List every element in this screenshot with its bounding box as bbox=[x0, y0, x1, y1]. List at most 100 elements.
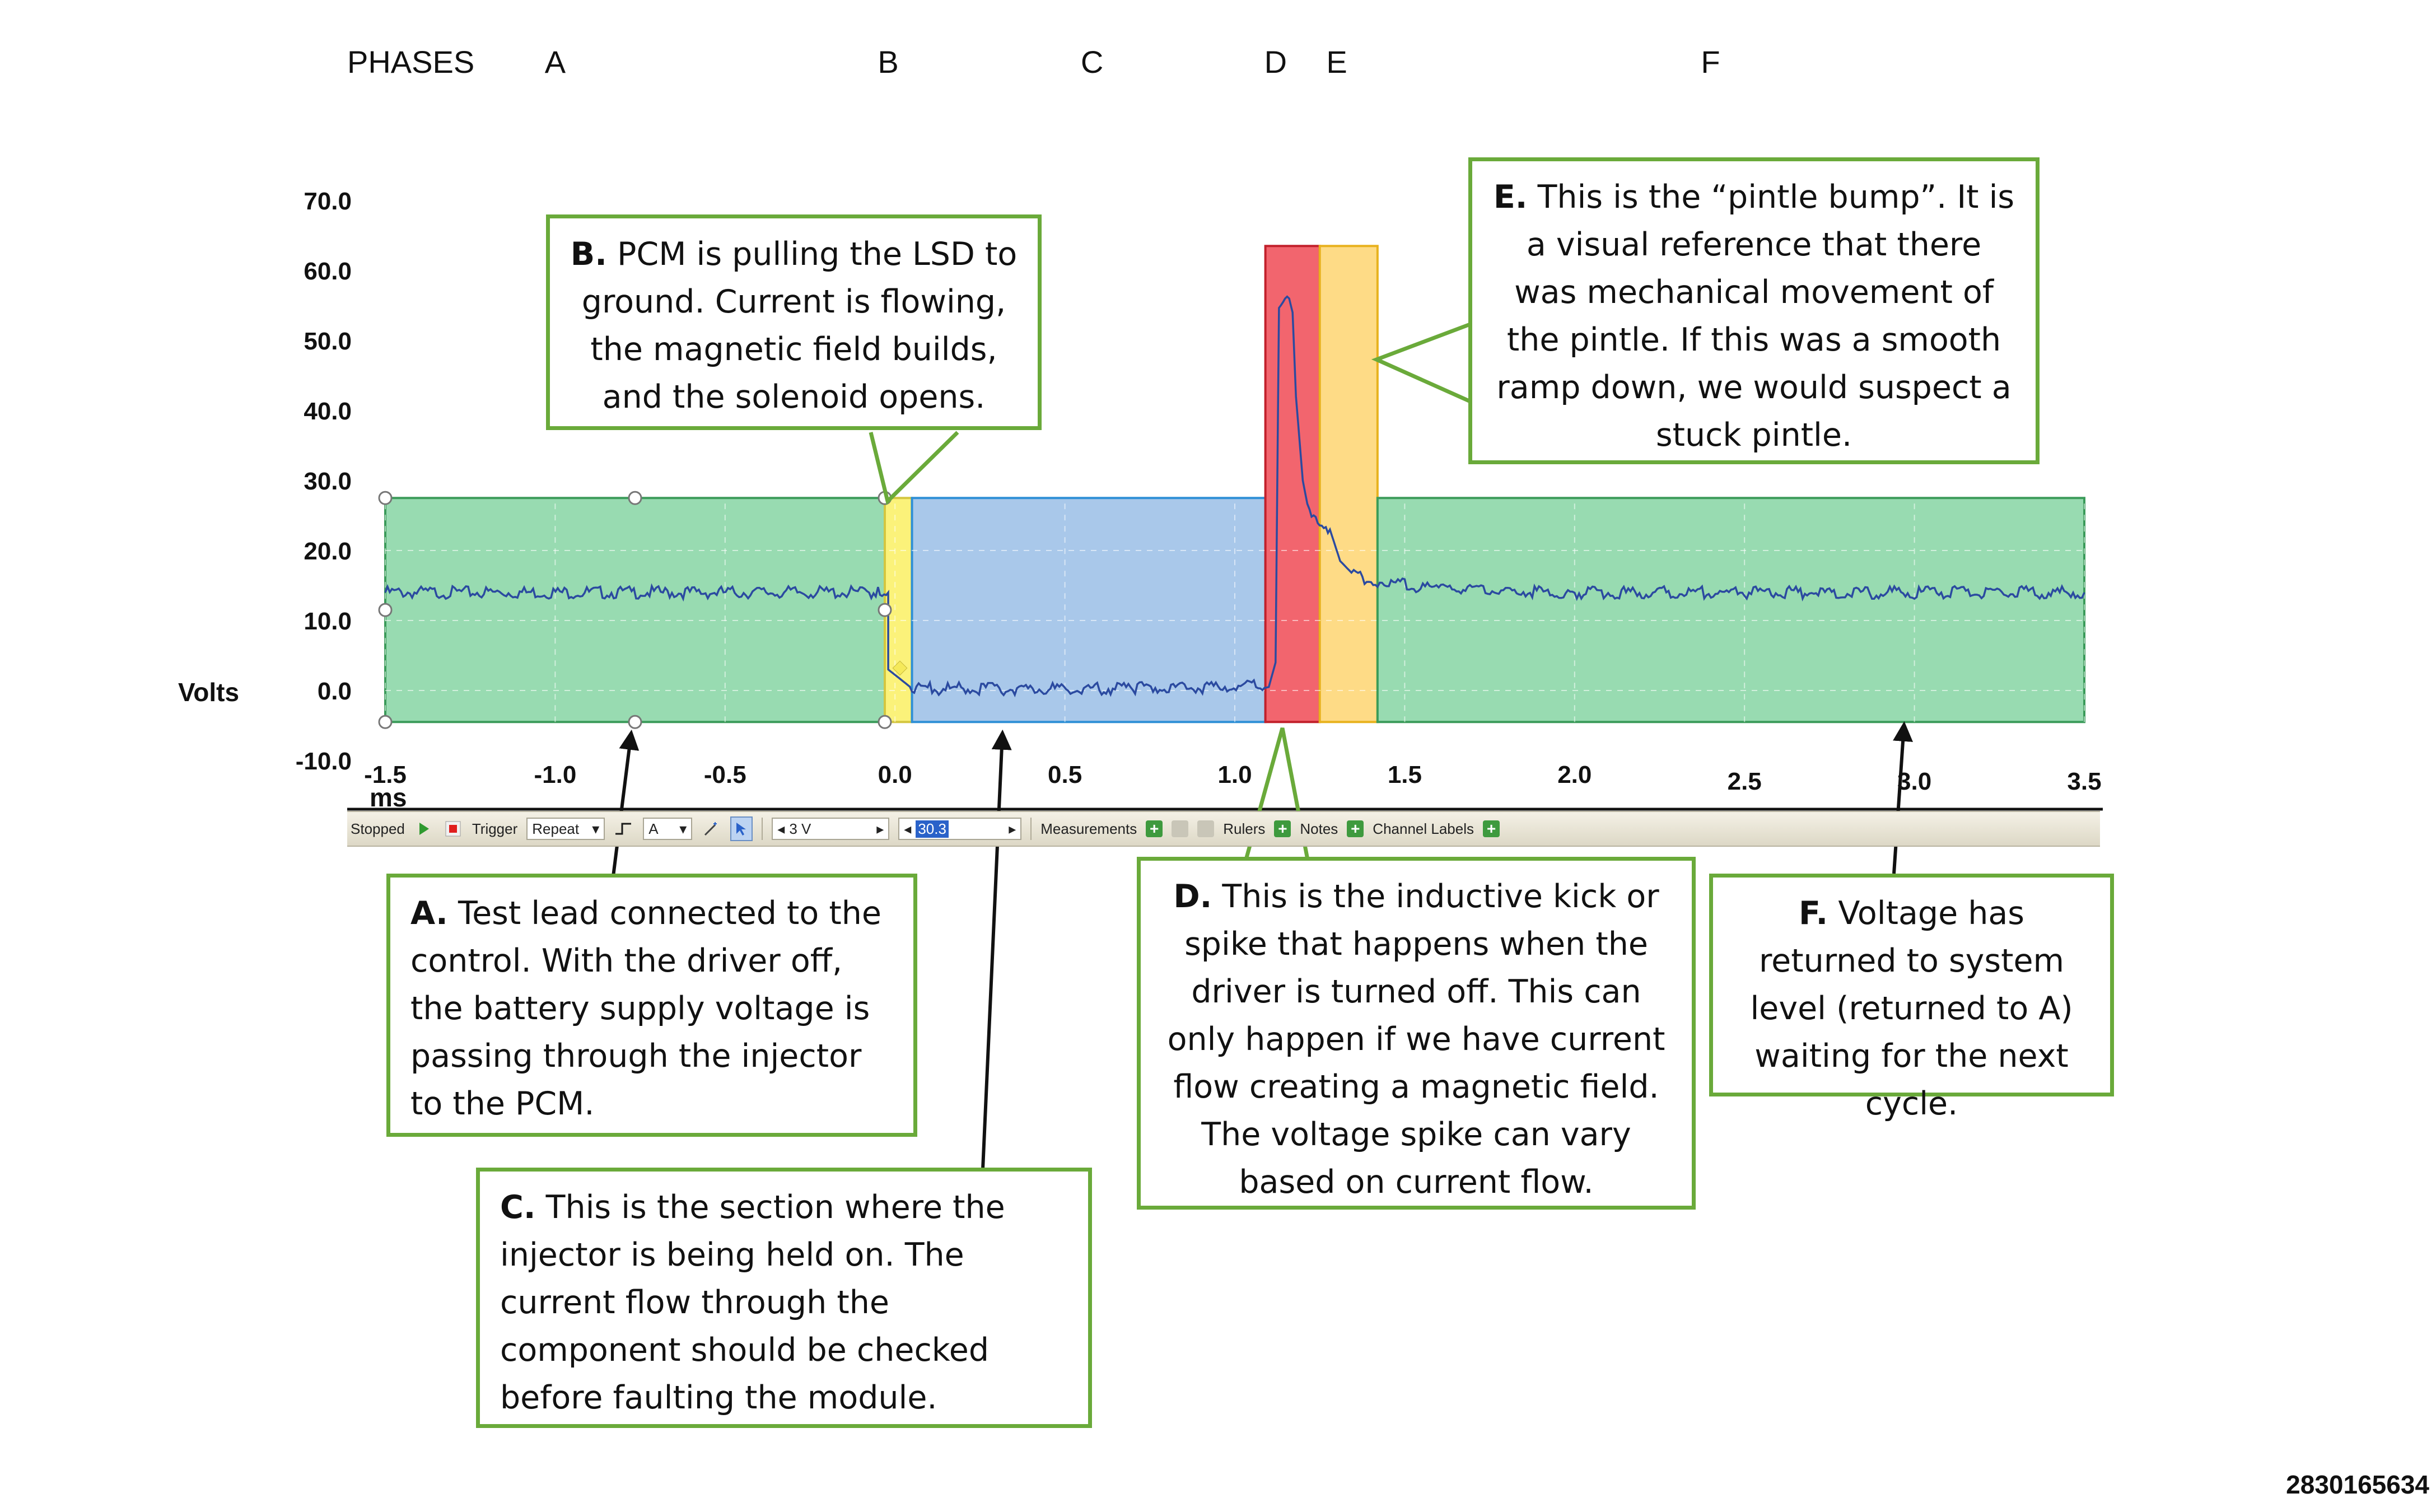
threshold-value: 3 V bbox=[789, 820, 811, 837]
add-measurement-icon[interactable]: + bbox=[1146, 820, 1163, 837]
trigger-mode-select[interactable]: Repeat ▾ bbox=[526, 818, 605, 840]
trigger-label: Trigger bbox=[472, 820, 518, 837]
x-tick-label: -1.0 bbox=[534, 761, 576, 788]
callout-e-tag: E. bbox=[1493, 179, 1528, 216]
callout-c-arrow bbox=[981, 729, 1012, 1170]
chevron-left-icon[interactable]: ◂ bbox=[904, 820, 912, 837]
x-tick-label: -1.5 bbox=[364, 761, 407, 788]
callout-e: E. This is the “pintle bump”. It is a vi… bbox=[1468, 157, 2040, 464]
phase-letter-b: B bbox=[878, 44, 898, 80]
stop-icon bbox=[445, 821, 461, 837]
pointer-tool-button[interactable] bbox=[730, 816, 753, 841]
x-tick-label: 1.5 bbox=[1388, 761, 1422, 788]
channel-labels-toggle-icon[interactable]: + bbox=[1483, 820, 1500, 837]
callout-a-arrow bbox=[612, 729, 640, 877]
y-tick-label: 70.0 bbox=[304, 188, 352, 215]
x-tick-label: -0.5 bbox=[704, 761, 746, 788]
rising-edge-icon bbox=[615, 823, 632, 835]
status-label: Stopped bbox=[351, 820, 405, 837]
y-tick-label: 10.0 bbox=[304, 608, 352, 635]
measurements-label: Measurements bbox=[1040, 820, 1137, 837]
callout-c-text: This is the section where the injector i… bbox=[500, 1189, 1005, 1416]
y-axis-ticks: 70.0 60.0 50.0 40.0 30.0 20.0 10.0 0.0 -10.0 bbox=[296, 188, 352, 775]
x-tick-label: 0.0 bbox=[878, 761, 912, 788]
y-tick-label: 20.0 bbox=[304, 538, 352, 565]
phase-letter-e: E bbox=[1326, 44, 1347, 80]
notes-toggle-icon[interactable]: + bbox=[1347, 820, 1364, 837]
chart-grid bbox=[385, 498, 2085, 722]
callout-c-tag: C. bbox=[500, 1189, 536, 1226]
chevron-right-icon[interactable]: ▸ bbox=[876, 820, 884, 837]
selection-handle[interactable] bbox=[628, 715, 642, 729]
phase-letter-f: F bbox=[1701, 44, 1720, 80]
selection-handle[interactable] bbox=[378, 603, 393, 617]
x-axis-label: ms bbox=[370, 783, 407, 812]
rulers-toggle-icon[interactable]: + bbox=[1274, 820, 1291, 837]
selection-handle[interactable] bbox=[378, 715, 393, 729]
phase-letters: A B C D E F bbox=[545, 44, 1720, 80]
selection-handle[interactable] bbox=[878, 603, 892, 617]
callout-f-arrow bbox=[1892, 721, 1914, 874]
selection-handle[interactable] bbox=[378, 491, 393, 505]
callout-b: B. PCM is pulling the LSD to ground. Cur… bbox=[546, 214, 1042, 430]
delete-measurement-icon[interactable] bbox=[1197, 820, 1215, 837]
callout-d-text: This is the inductive kick or spike that… bbox=[1167, 878, 1665, 1201]
pretrigger-value: 30.3 bbox=[916, 820, 949, 838]
region-handles bbox=[378, 491, 908, 729]
phase-region-a bbox=[384, 497, 886, 724]
callout-b-leader bbox=[869, 431, 959, 505]
y-tick-label: 30.0 bbox=[304, 468, 352, 495]
y-tick-label: 50.0 bbox=[304, 328, 352, 355]
scope-toolbar: Stopped Trigger Repeat ▾ A ▾ ◂ 3 V ▸ ◂ 3… bbox=[347, 811, 2100, 847]
chevron-down-icon: ▾ bbox=[679, 820, 687, 837]
run-button[interactable] bbox=[414, 818, 434, 840]
trigger-channel-value: A bbox=[648, 820, 659, 837]
x-tick-label: 0.5 bbox=[1048, 761, 1082, 788]
x-tick-label: 2.5 bbox=[1728, 768, 1762, 795]
trigger-edge-button[interactable] bbox=[614, 818, 634, 840]
advanced-trigger-button[interactable] bbox=[701, 818, 721, 840]
callout-a-text: Test lead connected to the control. With… bbox=[410, 895, 881, 1122]
x-tick-label: 2.0 bbox=[1557, 761, 1592, 788]
y-tick-label: 0.0 bbox=[318, 678, 352, 705]
callout-f-text: Voltage has returned to system level (re… bbox=[1750, 895, 2073, 1122]
voltage-trace-0 bbox=[384, 295, 2085, 698]
callout-d-tag: D. bbox=[1173, 878, 1212, 915]
phase-letter-d: D bbox=[1264, 44, 1287, 80]
callout-e-text: This is the “pintle bump”. It is a visua… bbox=[1496, 179, 2015, 454]
selection-handle[interactable] bbox=[878, 715, 892, 729]
callout-a-tag: A. bbox=[410, 895, 448, 932]
chevron-left-icon[interactable]: ◂ bbox=[777, 820, 785, 837]
y-axis-label: Volts bbox=[178, 678, 239, 707]
notes-label: Notes bbox=[1300, 820, 1338, 837]
callout-b-tag: B. bbox=[570, 236, 607, 273]
trigger-channel-select[interactable]: A ▾ bbox=[643, 818, 693, 840]
y-tick-label: -10.0 bbox=[296, 748, 352, 775]
trigger-mode-value: Repeat bbox=[532, 820, 580, 837]
callout-b-text: PCM is pulling the LSD to ground. Curren… bbox=[581, 236, 1018, 416]
trigger-marker[interactable] bbox=[892, 660, 908, 676]
phase-letter-a: A bbox=[545, 44, 566, 80]
toolbar-separator bbox=[1030, 818, 1032, 840]
callout-c: C. This is the section where the injecto… bbox=[476, 1168, 1092, 1428]
chevron-down-icon: ▾ bbox=[592, 820, 600, 837]
selection-handle[interactable] bbox=[628, 491, 642, 505]
toolbar-separator bbox=[762, 818, 763, 840]
edit-measurement-icon[interactable] bbox=[1172, 820, 1189, 837]
voltage-trace-layer bbox=[384, 295, 2085, 698]
phase-letter-c: C bbox=[1081, 44, 1103, 80]
phase-regions bbox=[384, 245, 2085, 724]
callout-d: D. This is the inductive kick or spike t… bbox=[1137, 857, 1696, 1210]
pretrigger-spinner[interactable]: ◂ 30.3 ▸ bbox=[898, 818, 1022, 840]
stop-button[interactable] bbox=[443, 818, 463, 840]
callout-arrows bbox=[612, 721, 1914, 1170]
rulers-label: Rulers bbox=[1223, 820, 1266, 837]
phase-region-e bbox=[1318, 245, 1379, 724]
callout-f: F. Voltage has returned to system level … bbox=[1709, 874, 2114, 1122]
chevron-right-icon[interactable]: ▸ bbox=[1009, 820, 1016, 837]
x-tick-label: 3.5 bbox=[2067, 768, 2101, 795]
phase-region-c bbox=[911, 497, 1267, 724]
threshold-spinner[interactable]: ◂ 3 V ▸ bbox=[772, 818, 890, 840]
play-icon bbox=[419, 823, 429, 835]
